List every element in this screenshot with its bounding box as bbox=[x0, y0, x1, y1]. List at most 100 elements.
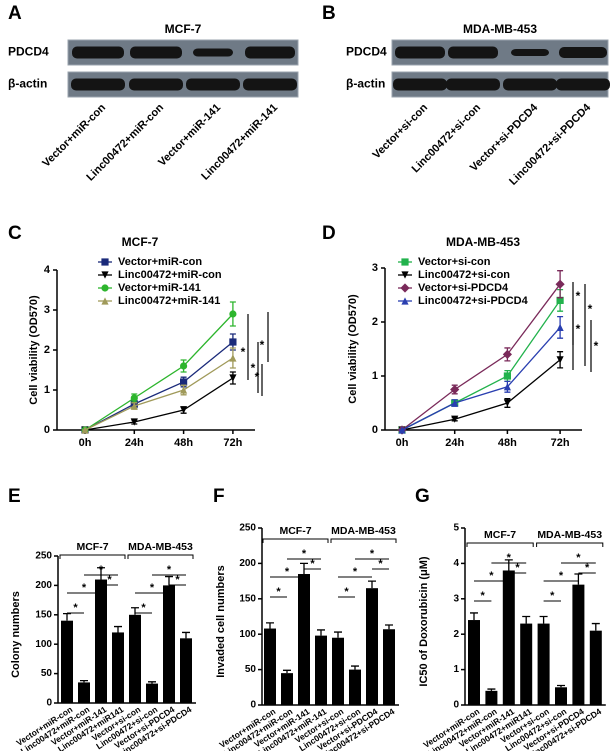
blot-band bbox=[129, 78, 183, 91]
x-tick-label: 48h bbox=[498, 437, 517, 449]
y-tick-label: 150 bbox=[239, 593, 256, 604]
x-tick-label: 24h bbox=[125, 437, 144, 449]
y-tick-label: 1 bbox=[44, 384, 50, 396]
panel-letter: B bbox=[322, 3, 336, 24]
legend-marker bbox=[101, 297, 109, 305]
series-line bbox=[401, 326, 561, 431]
data-point bbox=[502, 349, 512, 359]
data-point bbox=[81, 426, 89, 434]
series-line bbox=[84, 377, 234, 431]
panel-letter: D bbox=[322, 223, 336, 244]
y-tick-label: 0 bbox=[453, 700, 459, 711]
error-bar bbox=[557, 684, 565, 688]
significance-label: * bbox=[251, 361, 256, 375]
y-tick-label: 0 bbox=[44, 424, 50, 436]
blot-band bbox=[243, 78, 297, 91]
bar bbox=[298, 574, 310, 705]
legend-marker bbox=[101, 258, 109, 266]
y-tick-label: 3 bbox=[453, 593, 459, 604]
y-tick-label: 200 bbox=[35, 580, 52, 591]
x-tick-label: 24h bbox=[445, 437, 464, 449]
blot-band bbox=[72, 46, 124, 59]
significance-label: * bbox=[576, 552, 581, 564]
chart-title: MCF-7 bbox=[122, 235, 159, 249]
bar bbox=[537, 623, 550, 705]
bar bbox=[112, 632, 124, 703]
data-point bbox=[556, 356, 564, 364]
significance-label: * bbox=[507, 552, 512, 564]
group-label: MDA-MB-453 bbox=[128, 541, 193, 553]
y-tick-label: 50 bbox=[41, 668, 53, 679]
legend-marker bbox=[401, 271, 409, 279]
y-tick-label: 250 bbox=[239, 523, 256, 534]
bar bbox=[315, 635, 327, 705]
data-point bbox=[503, 372, 511, 380]
significance-label: * bbox=[99, 564, 104, 576]
series-line bbox=[84, 357, 234, 431]
legend-label: Linc00472+miR-con bbox=[118, 269, 222, 281]
bar bbox=[572, 584, 585, 705]
bar bbox=[146, 683, 158, 703]
lane-label: Vector+miR-con bbox=[40, 101, 108, 169]
lane-label: Vector+si-con bbox=[370, 101, 430, 161]
group-label: MCF-7 bbox=[279, 525, 311, 537]
significance-label: * bbox=[594, 339, 599, 353]
error-bar bbox=[165, 575, 173, 586]
y-axis-label: Colony numbers bbox=[10, 591, 22, 678]
y-axis-label: Invaded cell numbers bbox=[215, 565, 227, 677]
bar bbox=[366, 588, 378, 705]
significance-label: * bbox=[241, 345, 246, 359]
error-bar bbox=[80, 680, 88, 683]
error-bar bbox=[385, 624, 393, 630]
data-point bbox=[503, 383, 511, 391]
blot-band bbox=[556, 78, 610, 91]
x-tick-label: 0h bbox=[79, 437, 92, 449]
legend-marker bbox=[101, 271, 109, 279]
group-bracket bbox=[466, 542, 534, 547]
significance-label: * bbox=[255, 370, 260, 384]
error-bar bbox=[63, 612, 71, 621]
legend-marker bbox=[401, 258, 409, 266]
error-bar bbox=[470, 612, 478, 621]
group-label: MCF-7 bbox=[76, 541, 108, 553]
significance-label: * bbox=[276, 586, 281, 598]
y-tick-label: 200 bbox=[239, 558, 256, 569]
error-bar bbox=[114, 625, 122, 633]
significance-label: * bbox=[175, 574, 180, 586]
bar bbox=[332, 637, 344, 705]
chart-title: MDA-MB-453 bbox=[446, 235, 520, 249]
significance-label: * bbox=[353, 566, 358, 578]
y-tick-label: 0 bbox=[46, 698, 52, 709]
y-tick-label: 100 bbox=[239, 629, 256, 640]
series-line bbox=[401, 283, 561, 431]
error-bar bbox=[487, 688, 496, 691]
panel-letter: C bbox=[8, 223, 22, 244]
blot-row-label: β-actin bbox=[346, 77, 385, 91]
significance-label: * bbox=[576, 289, 581, 303]
series-line bbox=[84, 341, 234, 431]
group-bracket bbox=[330, 538, 397, 543]
y-tick-label: 4 bbox=[44, 264, 51, 276]
data-point bbox=[130, 402, 138, 410]
error-bar bbox=[504, 559, 513, 571]
panel-letter: E bbox=[8, 486, 21, 507]
x-tick-label: 48h bbox=[174, 437, 193, 449]
y-tick-label: 5 bbox=[453, 523, 459, 534]
significance-label: * bbox=[167, 564, 172, 576]
error-bar bbox=[131, 607, 139, 615]
legend-label: Vector+miR-con bbox=[118, 256, 202, 268]
blot-row-label: β-actin bbox=[8, 77, 47, 91]
bar bbox=[555, 687, 567, 705]
bar bbox=[180, 638, 192, 703]
data-point bbox=[229, 374, 237, 382]
y-tick-label: 3 bbox=[372, 262, 378, 274]
blot-band bbox=[193, 48, 233, 57]
error-bar bbox=[591, 622, 600, 631]
significance-label: * bbox=[481, 590, 486, 602]
blot-row-label: PDCD4 bbox=[8, 45, 49, 59]
significance-label: * bbox=[588, 302, 593, 316]
significance-label: * bbox=[550, 590, 555, 602]
legend-marker bbox=[101, 284, 109, 292]
bar bbox=[485, 690, 498, 705]
blot-band bbox=[511, 49, 549, 56]
